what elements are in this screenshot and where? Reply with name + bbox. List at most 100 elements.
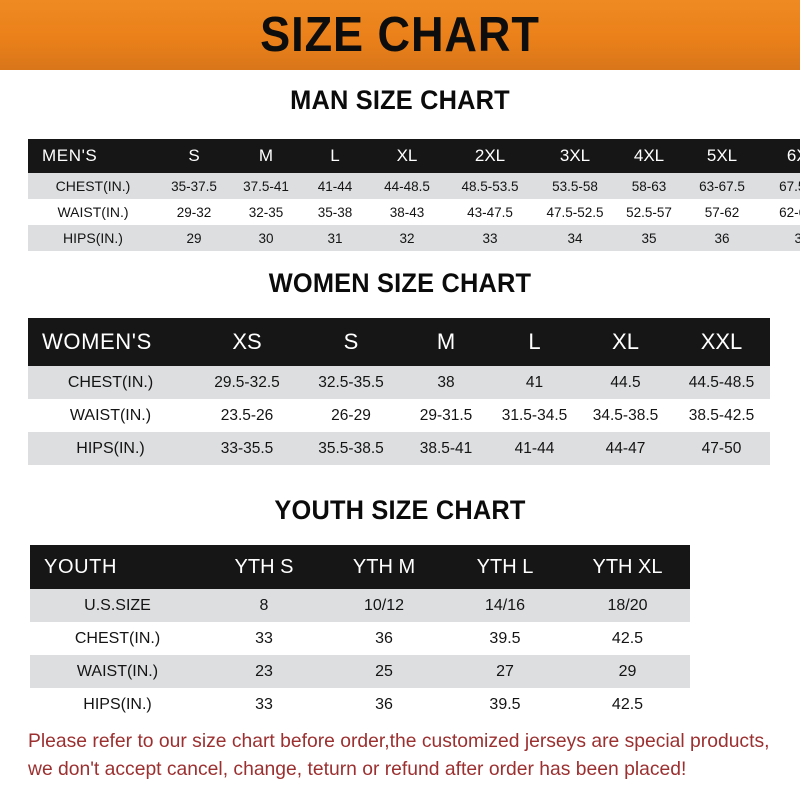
youth-row-spacer <box>690 589 770 622</box>
men-cell: 35 <box>616 225 682 251</box>
youth-cell: 33 <box>205 688 323 721</box>
men-cell: 37.5-41 <box>230 173 302 199</box>
men-col-header: 3XL <box>534 139 616 173</box>
youth-cell: 8 <box>205 589 323 622</box>
youth-row-label: WAIST(IN.) <box>30 655 205 688</box>
women-section-title: WOMEN SIZE CHART <box>268 268 532 298</box>
youth-col-header: YTH M <box>323 545 445 589</box>
table-row: HIPS(IN.) 29 30 31 32 33 34 35 36 37 <box>28 225 800 251</box>
men-cell: 52.5-57 <box>616 199 682 225</box>
women-cell: 26-29 <box>301 399 401 432</box>
youth-cell: 18/20 <box>565 589 690 622</box>
youth-cell: 36 <box>323 622 445 655</box>
table-row: WAIST(IN.) 23 25 27 29 <box>30 655 770 688</box>
table-row: HIPS(IN.) 33-35.5 35.5-38.5 38.5-41 41-4… <box>28 432 770 465</box>
men-cell: 35-38 <box>302 199 368 225</box>
youth-row-label: HIPS(IN.) <box>30 688 205 721</box>
women-corner-label: WOMEN'S <box>28 318 193 366</box>
men-corner-label: MEN'S <box>28 139 158 173</box>
youth-col-header: YTH L <box>445 545 565 589</box>
youth-section-title: YOUTH SIZE CHART <box>274 495 526 525</box>
men-cell: 43-47.5 <box>446 199 534 225</box>
men-cell: 48.5-53.5 <box>446 173 534 199</box>
men-cell: 57-62 <box>682 199 762 225</box>
youth-cell: 10/12 <box>323 589 445 622</box>
men-col-header: 5XL <box>682 139 762 173</box>
youth-row-spacer <box>690 655 770 688</box>
youth-cell: 27 <box>445 655 565 688</box>
youth-corner-label: YOUTH <box>30 545 205 589</box>
youth-header-spacer <box>690 545 770 589</box>
table-row: WAIST(IN.) 23.5-26 26-29 29-31.5 31.5-34… <box>28 399 770 432</box>
women-col-header: S <box>301 318 401 366</box>
youth-cell: 29 <box>565 655 690 688</box>
youth-row-spacer <box>690 688 770 721</box>
men-cell: 38-43 <box>368 199 446 225</box>
youth-cell: 14/16 <box>445 589 565 622</box>
women-row-label: CHEST(IN.) <box>28 366 193 399</box>
women-col-header: XXL <box>673 318 770 366</box>
men-col-header: 4XL <box>616 139 682 173</box>
men-row-label: WAIST(IN.) <box>28 199 158 225</box>
women-cell: 31.5-34.5 <box>491 399 578 432</box>
youth-cell: 39.5 <box>445 622 565 655</box>
women-cell: 35.5-38.5 <box>301 432 401 465</box>
man-section-title: MAN SIZE CHART <box>290 85 510 115</box>
men-cell: 53.5-58 <box>534 173 616 199</box>
men-cell: 37 <box>762 225 800 251</box>
men-col-header: 6XL <box>762 139 800 173</box>
women-cell: 29.5-32.5 <box>193 366 301 399</box>
youth-row-spacer <box>690 622 770 655</box>
youth-cell: 25 <box>323 655 445 688</box>
women-cell: 44-47 <box>578 432 673 465</box>
youth-row-label: CHEST(IN.) <box>30 622 205 655</box>
men-cell: 63-67.5 <box>682 173 762 199</box>
youth-header-row: YOUTH YTH S YTH M YTH L YTH XL <box>30 545 770 589</box>
disclaimer-note: Please refer to our size chart before or… <box>28 727 772 783</box>
men-cell: 31 <box>302 225 368 251</box>
women-header-row: WOMEN'S XS S M L XL XXL <box>28 318 770 366</box>
women-cell: 33-35.5 <box>193 432 301 465</box>
youth-cell: 23 <box>205 655 323 688</box>
women-cell: 23.5-26 <box>193 399 301 432</box>
men-cell: 30 <box>230 225 302 251</box>
youth-col-header: YTH XL <box>565 545 690 589</box>
table-row: U.S.SIZE 8 10/12 14/16 18/20 <box>30 589 770 622</box>
men-cell: 36 <box>682 225 762 251</box>
men-size-table: MEN'S S M L XL 2XL 3XL 4XL 5XL 6XL CHEST… <box>28 139 800 251</box>
women-size-table: WOMEN'S XS S M L XL XXL CHEST(IN.) 29.5-… <box>28 318 770 465</box>
women-cell: 41 <box>491 366 578 399</box>
page-banner: SIZE CHART <box>0 0 800 70</box>
men-row-label: CHEST(IN.) <box>28 173 158 199</box>
youth-cell: 33 <box>205 622 323 655</box>
men-cell: 35-37.5 <box>158 173 230 199</box>
men-col-header: M <box>230 139 302 173</box>
youth-row-label: U.S.SIZE <box>30 589 205 622</box>
disclaimer-line-1: Please refer to our size chart before or… <box>28 730 770 752</box>
men-cell: 33 <box>446 225 534 251</box>
women-col-header: XL <box>578 318 673 366</box>
women-cell: 47-50 <box>673 432 770 465</box>
women-cell: 38.5-41 <box>401 432 491 465</box>
table-row: CHEST(IN.) 33 36 39.5 42.5 <box>30 622 770 655</box>
women-cell: 44.5-48.5 <box>673 366 770 399</box>
women-cell: 32.5-35.5 <box>301 366 401 399</box>
youth-cell: 42.5 <box>565 622 690 655</box>
banner-title: SIZE CHART <box>260 7 540 62</box>
women-col-header: M <box>401 318 491 366</box>
men-cell: 32-35 <box>230 199 302 225</box>
youth-cell: 39.5 <box>445 688 565 721</box>
men-col-header: L <box>302 139 368 173</box>
women-cell: 38 <box>401 366 491 399</box>
men-col-header: 2XL <box>446 139 534 173</box>
youth-cell: 42.5 <box>565 688 690 721</box>
men-cell: 62-66.5 <box>762 199 800 225</box>
table-row: WAIST(IN.) 29-32 32-35 35-38 38-43 43-47… <box>28 199 800 225</box>
men-row-label: HIPS(IN.) <box>28 225 158 251</box>
men-cell: 67.5-72 <box>762 173 800 199</box>
men-cell: 47.5-52.5 <box>534 199 616 225</box>
women-col-header: L <box>491 318 578 366</box>
women-cell: 44.5 <box>578 366 673 399</box>
men-cell: 32 <box>368 225 446 251</box>
